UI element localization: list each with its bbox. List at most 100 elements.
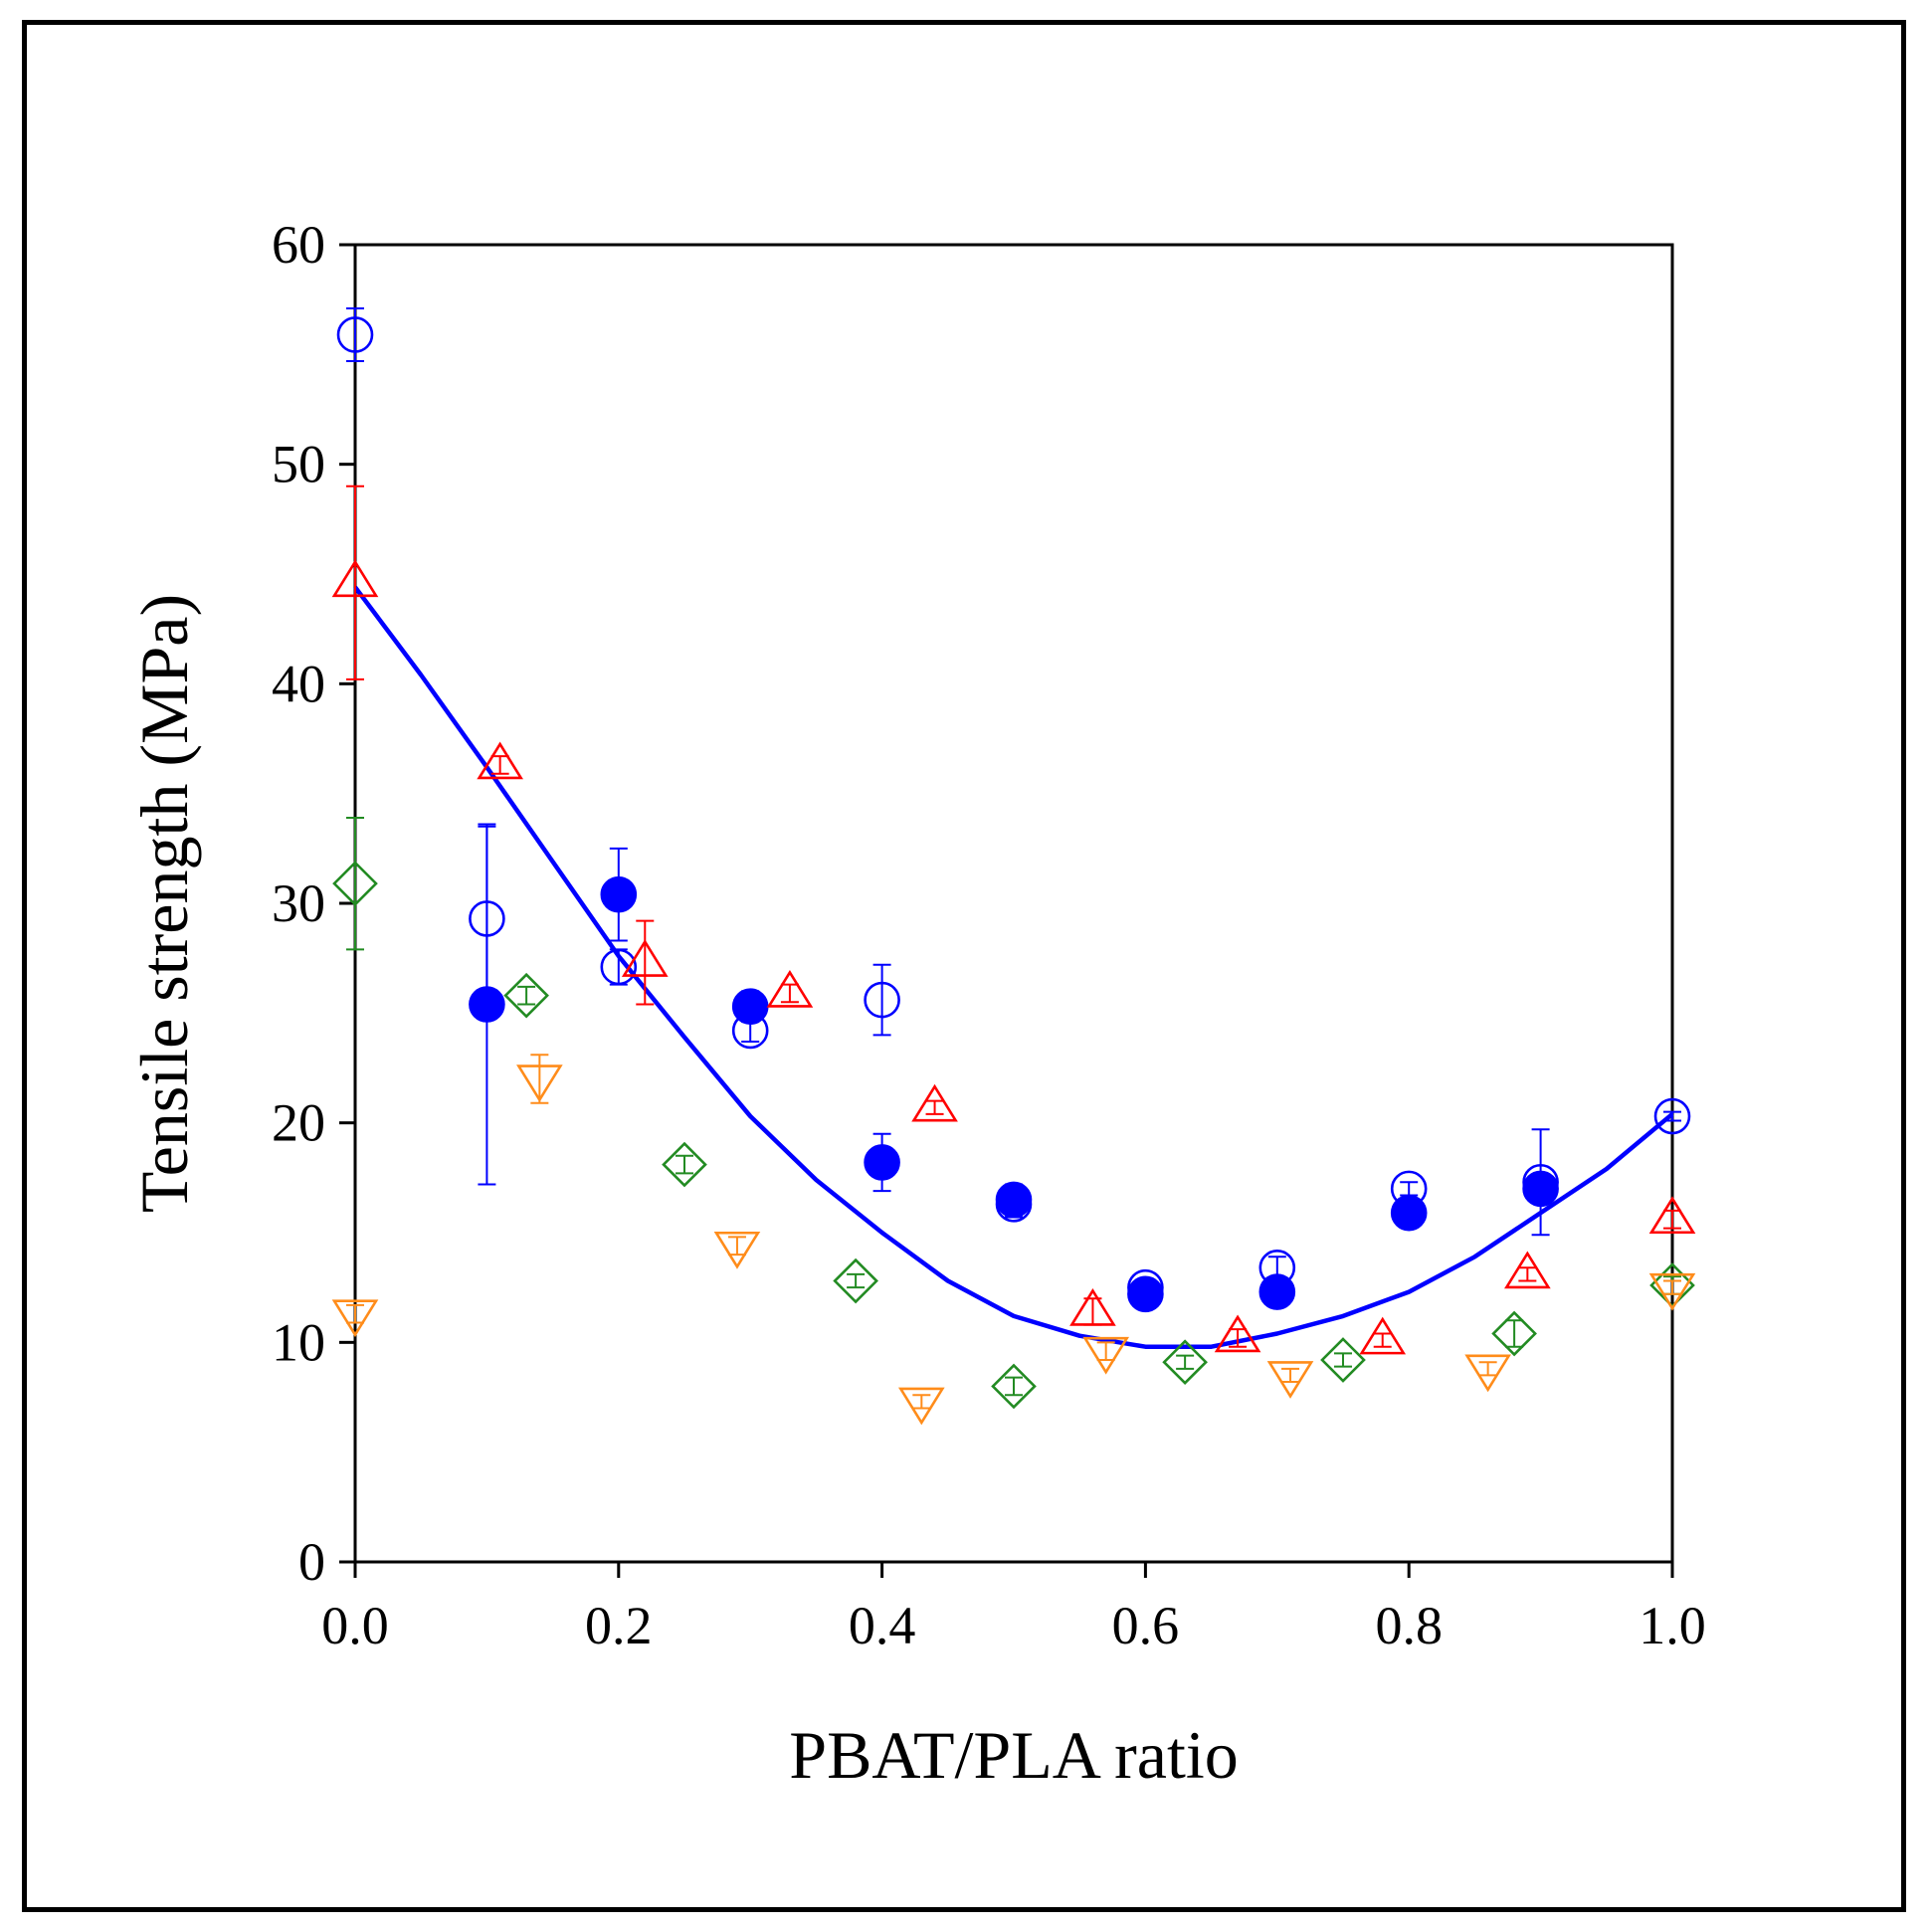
open-circle-marker-10 xyxy=(1653,1097,1691,1135)
series-open-circle xyxy=(336,306,1691,1306)
filled-circle-point-5 xyxy=(1127,1275,1164,1313)
x-tick-label-0.6: 0.6 xyxy=(1112,1596,1180,1655)
diamond-marker-2 xyxy=(662,1141,707,1188)
open-circle-marker-0 xyxy=(336,316,374,353)
filled-circle-marker-7 xyxy=(1390,1194,1428,1232)
triangle-up-marker-8 xyxy=(1504,1251,1551,1289)
triangle-up-marker-1 xyxy=(477,741,523,780)
filled-circle-marker-8 xyxy=(1522,1170,1559,1208)
series-filled-circle xyxy=(469,823,1559,1313)
diamond-marker-4 xyxy=(991,1363,1037,1410)
triangle-down-point-1 xyxy=(516,1054,563,1104)
x-tick-label-0.8: 0.8 xyxy=(1375,1596,1443,1655)
diamond-point-3 xyxy=(833,1257,878,1304)
filled-circle-point-4 xyxy=(995,1181,1033,1219)
diamond-marker-0 xyxy=(332,861,378,906)
triangle-up-point-1 xyxy=(477,741,523,780)
triangle-up-point-8 xyxy=(1504,1251,1551,1289)
triangle-down-point-0 xyxy=(331,1299,379,1338)
triangle-down-marker-7 xyxy=(1648,1272,1696,1311)
diamond-point-5 xyxy=(1162,1339,1208,1386)
triangle-up-point-0 xyxy=(331,484,379,680)
triangle-up-marker-2 xyxy=(621,939,669,977)
triangle-down-point-7 xyxy=(1648,1272,1696,1311)
triangle-down-point-4 xyxy=(1082,1336,1130,1375)
triangle-up-marker-6 xyxy=(1214,1314,1261,1353)
diamond-point-4 xyxy=(991,1363,1037,1410)
diamond-point-0 xyxy=(332,816,378,951)
triangle-down-marker-2 xyxy=(713,1231,761,1269)
y-tick-label-30: 30 xyxy=(272,873,325,933)
filled-circle-marker-1 xyxy=(600,875,638,913)
triangle-down-point-5 xyxy=(1266,1361,1314,1399)
triangle-up-point-4 xyxy=(911,1083,958,1122)
filled-circle-point-8 xyxy=(1522,1170,1559,1208)
x-axis: 0.0 0.2 0.4 0.6 0.8 1.0 xyxy=(321,1562,1706,1655)
diamond-marker-3 xyxy=(833,1257,878,1304)
filled-circle-point-2 xyxy=(731,988,769,1026)
filled-circle-point-1 xyxy=(600,847,638,942)
filled-circle-marker-0 xyxy=(469,986,505,1023)
triangle-up-marker-0 xyxy=(331,559,379,598)
y-tick-label-0: 0 xyxy=(298,1532,325,1592)
open-circle-point-4 xyxy=(864,963,900,1037)
filled-circle-point-3 xyxy=(864,1132,900,1193)
filled-circle-marker-4 xyxy=(995,1181,1033,1219)
triangle-up-marker-7 xyxy=(1359,1316,1407,1355)
triangle-up-point-6 xyxy=(1214,1314,1261,1353)
diamond-point-6 xyxy=(1320,1337,1366,1383)
y-axis-title: Tensile strength (MPa) xyxy=(126,594,202,1213)
y-tick-label-60: 60 xyxy=(272,215,325,275)
filled-circle-marker-2 xyxy=(731,988,769,1026)
triangle-down-marker-1 xyxy=(516,1064,563,1103)
y-tick-label-40: 40 xyxy=(272,654,325,713)
triangle-up-marker-3 xyxy=(766,969,814,1008)
x-tick-label-0.2: 0.2 xyxy=(585,1596,653,1655)
diamond-point-2 xyxy=(662,1141,707,1188)
fit-curve xyxy=(353,585,1674,1349)
diamond-point-7 xyxy=(1491,1310,1537,1357)
filled-circle-point-0 xyxy=(469,823,505,1186)
triangle-down-marker-3 xyxy=(897,1387,945,1426)
filled-circle-marker-3 xyxy=(864,1144,900,1181)
open-circle-point-10 xyxy=(1653,1097,1691,1135)
diamond-marker-7 xyxy=(1491,1310,1537,1357)
triangle-down-point-3 xyxy=(897,1387,945,1426)
triangle-down-point-2 xyxy=(713,1231,761,1269)
y-tick-label-10: 10 xyxy=(272,1312,325,1372)
series-diamond xyxy=(332,816,1695,1410)
open-circle-marker-4 xyxy=(864,981,900,1019)
triangle-up-point-2 xyxy=(621,919,669,1006)
data-points-layer xyxy=(331,306,1696,1426)
open-circle-marker-2 xyxy=(600,948,638,986)
triangle-down-marker-0 xyxy=(331,1299,379,1338)
diamond-marker-1 xyxy=(503,972,549,1019)
filled-circle-marker-6 xyxy=(1258,1273,1296,1310)
y-tick-label-50: 50 xyxy=(272,435,325,494)
triangle-down-marker-6 xyxy=(1464,1354,1511,1393)
figure-frame xyxy=(22,20,1906,1912)
x-tick-label-0.4: 0.4 xyxy=(849,1596,916,1655)
series-triangle-down xyxy=(331,1054,1696,1426)
open-circle-point-2 xyxy=(600,948,638,986)
triangle-up-point-5 xyxy=(1069,1287,1116,1326)
filled-circle-point-7 xyxy=(1390,1194,1428,1232)
x-axis-title: PBAT/PLA ratio xyxy=(789,1717,1239,1793)
triangle-up-point-9 xyxy=(1648,1196,1696,1235)
triangle-up-marker-5 xyxy=(1069,1287,1116,1326)
x-tick-label-0.0: 0.0 xyxy=(321,1596,389,1655)
diamond-marker-6 xyxy=(1320,1337,1366,1383)
triangle-up-point-3 xyxy=(766,969,814,1008)
triangle-down-marker-5 xyxy=(1266,1361,1314,1399)
y-tick-label-20: 20 xyxy=(272,1093,325,1153)
triangle-up-marker-4 xyxy=(911,1083,958,1122)
fit-curve-layer xyxy=(353,585,1674,1349)
diamond-point-1 xyxy=(503,972,549,1019)
series-triangle-up xyxy=(331,484,1696,1355)
triangle-up-point-7 xyxy=(1359,1316,1407,1355)
triangle-down-point-6 xyxy=(1464,1354,1511,1393)
triangle-down-marker-4 xyxy=(1082,1336,1130,1375)
open-circle-point-0 xyxy=(336,306,374,362)
x-tick-label-1.0: 1.0 xyxy=(1639,1596,1706,1655)
